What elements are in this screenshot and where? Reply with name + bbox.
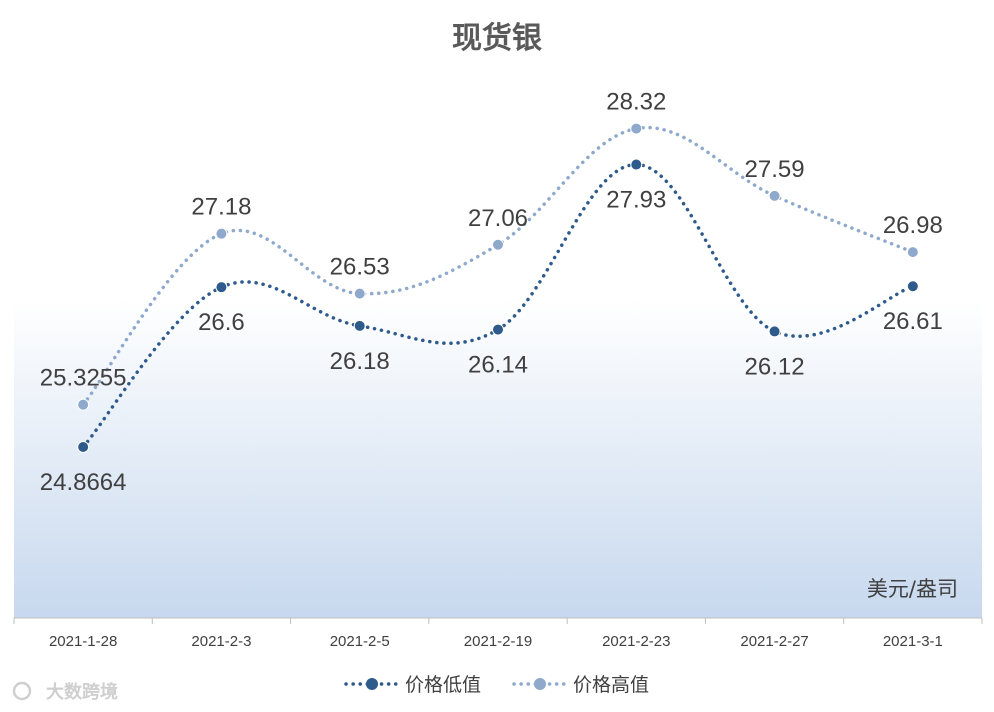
legend: 价格低值 价格高值 — [344, 674, 649, 696]
x-tick-label: 2021-2-3 — [191, 633, 251, 650]
low-data-label: 26.18 — [330, 348, 390, 375]
high-data-label: 27.06 — [468, 205, 528, 232]
x-tick-label: 2021-1-28 — [49, 633, 117, 650]
low-point[interactable] — [77, 441, 90, 453]
high-data-label: 26.98 — [883, 212, 943, 239]
high-point[interactable] — [906, 246, 919, 259]
low-point[interactable] — [492, 323, 504, 336]
legend-item-high[interactable]: 价格高值 — [512, 674, 649, 696]
x-tick-label: 2021-2-27 — [740, 633, 808, 650]
legend-item-low[interactable]: 价格低值 — [344, 674, 481, 696]
high-data-label: 27.18 — [191, 194, 251, 221]
chart-title: 现货银 — [452, 21, 542, 56]
low-point[interactable] — [353, 319, 366, 332]
unit-label: 美元/盎司 — [867, 577, 958, 601]
low-data-label: 26.12 — [745, 353, 805, 380]
low-data-label: 26.61 — [883, 308, 943, 335]
legend-low-marker — [366, 678, 378, 690]
legend-high-marker — [534, 678, 546, 690]
legend-high-label: 价格高值 — [573, 674, 649, 696]
legend-low-label: 价格低值 — [405, 674, 481, 696]
low-data-label: 24.8664 — [40, 469, 127, 496]
high-point[interactable] — [215, 227, 228, 240]
low-point[interactable] — [630, 158, 643, 171]
x-tick-label: 2021-2-23 — [602, 633, 670, 650]
high-data-label: 28.32 — [606, 89, 666, 116]
high-data-label: 26.53 — [330, 254, 390, 281]
high-data-label: 27.59 — [745, 156, 805, 183]
low-point[interactable] — [906, 280, 919, 293]
watermark-logo-icon — [12, 681, 32, 701]
high-point[interactable] — [77, 398, 90, 411]
low-point[interactable] — [768, 325, 781, 338]
high-point[interactable] — [492, 238, 504, 251]
low-point[interactable] — [215, 281, 228, 294]
x-tick-label: 2021-2-5 — [330, 633, 390, 650]
high-point[interactable] — [768, 189, 781, 202]
x-tick-label: 2021-2-19 — [464, 633, 532, 650]
low-data-label: 26.14 — [468, 352, 528, 379]
low-data-label: 26.6 — [198, 309, 245, 336]
x-tick-label: 2021-3-1 — [883, 633, 943, 650]
watermark: 大数跨境 — [12, 681, 118, 703]
high-data-label: 25.3255 — [40, 365, 127, 392]
low-data-label: 27.93 — [606, 187, 666, 214]
high-point[interactable] — [353, 287, 366, 300]
high-point[interactable] — [630, 122, 643, 135]
watermark-text: 大数跨境 — [46, 681, 118, 703]
plot-background — [14, 300, 982, 618]
